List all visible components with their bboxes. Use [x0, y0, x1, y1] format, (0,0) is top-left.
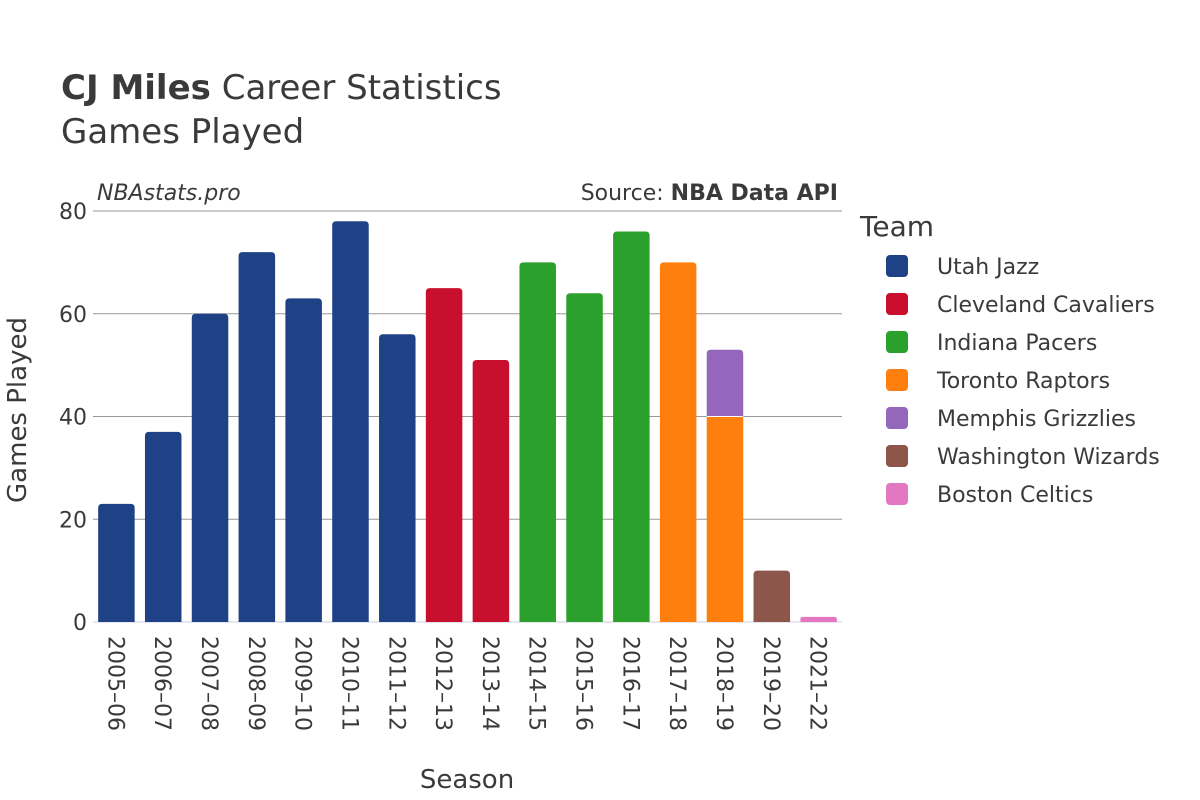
x-tick-label: 2007–08: [196, 636, 221, 731]
legend-swatch: [886, 255, 908, 277]
y-tick-labels: 0 20 40 60 80: [59, 200, 87, 636]
source-label: Source: NBA Data API: [581, 181, 838, 206]
legend-title: Team: [859, 210, 934, 243]
x-tick-label: 2008–09: [243, 636, 268, 731]
bar-segment: [659, 262, 697, 622]
x-tick-label: 2012–13: [430, 636, 455, 731]
x-tick-label: 2016–17: [617, 636, 642, 731]
bar-segment: [800, 616, 837, 622]
legend-label: Utah Jazz: [937, 255, 1039, 280]
legend-swatch: [886, 331, 908, 353]
legend-swatch: [886, 483, 908, 505]
chart-subtitle: Games Played: [61, 112, 305, 152]
x-tick-label: 2014–15: [524, 636, 549, 731]
bar-segment: [613, 231, 650, 623]
legend-label: Washington Wizards: [937, 445, 1160, 470]
bar-segment: [706, 416, 744, 622]
bar-segment: [706, 349, 744, 417]
x-tick-label: 2019–20: [758, 636, 783, 731]
bar-segment: [238, 252, 276, 622]
bar-segment: [472, 359, 510, 622]
x-tick-labels: 2005–06 2006–07 2007–08 2008–09 2009–10 2010–…: [102, 636, 829, 731]
bar-segment: [425, 288, 463, 622]
source-prefix: Source:: [581, 181, 671, 206]
legend-label: Cleveland Cavaliers: [937, 293, 1155, 318]
x-tick-label: 2013–14: [477, 636, 502, 731]
bar-segment: [566, 293, 603, 622]
y-axis-title: Games Played: [3, 317, 33, 503]
y-tick-label: 20: [59, 508, 87, 533]
y-tick-label: 0: [73, 611, 87, 636]
x-tick-label: 2010–11: [336, 636, 361, 731]
chart-title-block: CJ Miles Career Statistics Games Played: [61, 66, 502, 154]
bar-segment: [144, 431, 182, 622]
bar-segment: [519, 262, 556, 622]
x-tick-label: 2021–22: [805, 636, 830, 731]
legend-swatch: [886, 293, 908, 315]
chart-title: CJ Miles Career Statistics: [61, 66, 502, 110]
bar-segment: [332, 221, 369, 622]
bar-segment: [379, 334, 416, 622]
x-tick-label: 2011–12: [383, 636, 408, 731]
legend-label: Indiana Pacers: [937, 331, 1097, 356]
title-rest: Career Statistics: [221, 68, 502, 108]
x-axis-title: Season: [420, 765, 514, 795]
y-tick-label: 40: [59, 406, 87, 431]
x-tick-label: 2015–16: [571, 636, 596, 731]
x-tick-label: 2006–07: [149, 636, 174, 731]
legend-swatch: [886, 407, 908, 429]
x-tick-label: 2018–19: [711, 636, 736, 731]
x-tick-label: 2017–18: [664, 636, 689, 731]
legend-swatch: [886, 369, 908, 391]
y-tick-label: 80: [59, 200, 87, 225]
bar-segment: [98, 503, 135, 622]
legend-label: Memphis Grizzlies: [937, 407, 1136, 432]
bar-segment: [285, 298, 322, 622]
legend-label: Boston Celtics: [937, 483, 1093, 508]
legend: Team Utah Jazz Cleveland Cavaliers Indiana…: [859, 210, 1160, 508]
bar-segment: [191, 313, 229, 622]
player-name: CJ Miles: [61, 68, 211, 108]
legend-swatch: [886, 445, 908, 467]
bar-segment: [753, 570, 791, 622]
x-tick-label: 2009–10: [290, 636, 315, 731]
y-tick-label: 60: [59, 303, 87, 328]
watermark: NBAstats.pro: [97, 181, 241, 206]
x-tick-label: 2005–06: [102, 636, 127, 731]
legend-label: Toronto Raptors: [936, 369, 1110, 394]
bars: [98, 221, 837, 623]
source-name: NBA Data API: [671, 181, 838, 206]
